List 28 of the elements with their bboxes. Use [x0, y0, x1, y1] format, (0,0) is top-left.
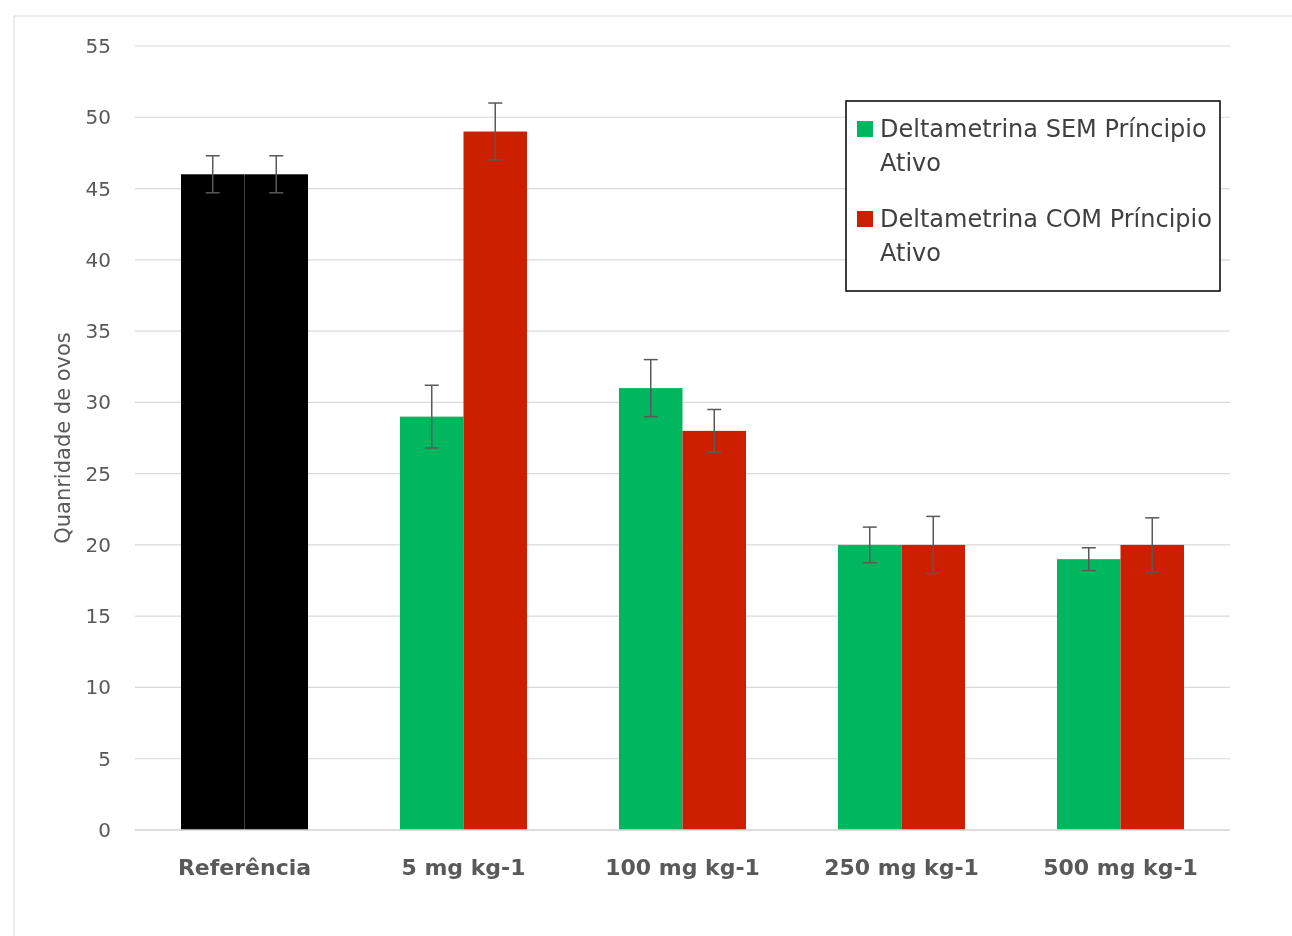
y-tick-label: 15	[85, 604, 111, 629]
y-tick-label: 55	[85, 34, 111, 58]
x-tick-label: Referência	[177, 855, 312, 880]
x-tick-label: 5 mg kg-1	[401, 855, 526, 880]
y-tick-label: 50	[85, 105, 111, 130]
x-tick-label: 100 mg kg-1	[605, 855, 760, 880]
y-axis-title: Quanridade de ovos	[51, 332, 75, 544]
bar	[901, 544, 966, 830]
bar	[1056, 559, 1121, 830]
bar	[682, 430, 747, 830]
y-tick-label: 0	[98, 818, 111, 842]
x-tick-label: 500 mg kg-1	[1043, 855, 1198, 880]
x-tick-label: 250 mg kg-1	[824, 855, 979, 880]
y-tick-label: 25	[85, 461, 111, 486]
legend-label: Deltametrina SEM Príncipio Ativo	[880, 115, 1207, 177]
bar	[837, 544, 902, 830]
y-tick-label: 10	[85, 675, 111, 700]
y-tick-label: 45	[85, 176, 111, 201]
legend-label: Deltametrina COM Príncipio Ativo	[880, 205, 1212, 267]
y-tick-label: 35	[85, 319, 111, 344]
bar	[463, 131, 528, 830]
bar	[399, 416, 464, 830]
bar	[618, 388, 683, 830]
y-tick-label: 30	[85, 390, 111, 415]
y-tick-label: 40	[85, 247, 111, 272]
bar	[1120, 544, 1185, 830]
y-tick-label: 20	[85, 532, 111, 557]
y-tick-label: 5	[98, 746, 111, 771]
